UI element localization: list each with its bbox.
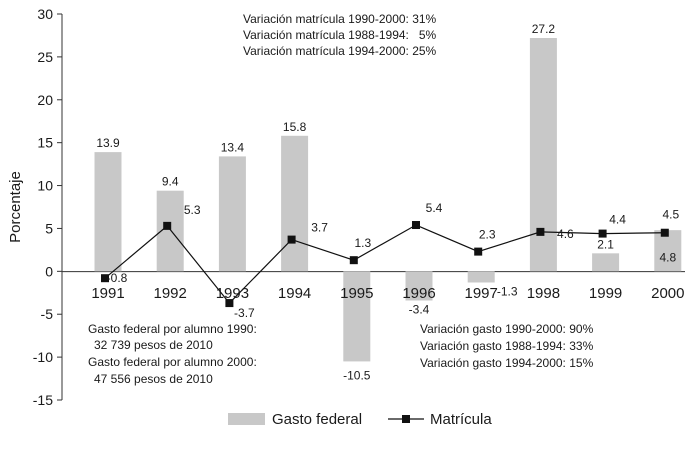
bar-1996: [405, 271, 433, 301]
bar-value-label-2000: 4.8: [659, 250, 676, 264]
legend-label-matricula: Matrícula: [430, 411, 492, 428]
bar-value-label-1992: 9.4: [162, 175, 179, 189]
line-value-label-1998: 4.6: [557, 227, 574, 241]
x-tick-label-1999: 1999: [589, 285, 622, 302]
bar-value-label-1993: 13.4: [221, 140, 245, 154]
matricula-point-1996: [412, 221, 420, 230]
bar-2000: [654, 230, 682, 272]
annotation-spending-2000-value: 47 556 pesos de 2010: [94, 372, 213, 386]
line-value-label-1992: 5.3: [184, 203, 201, 217]
bar-1994: [281, 135, 309, 272]
line-value-label-1994: 3.7: [311, 221, 328, 235]
annotation-spending-1990-value: 32 739 pesos de 2010: [94, 338, 213, 352]
bar-1993: [218, 156, 246, 272]
y-axis-ticks: 30 25 20 15 10 5 0 -5 -10 -15: [33, 6, 62, 408]
annotation-enrollment-1990-2000: Variación matrícula 1990-2000: 31%: [243, 12, 437, 26]
bar-value-label-1995: -10.5: [343, 368, 371, 382]
matricula-line: [104, 224, 665, 304]
legend-label-gasto-federal: Gasto federal: [272, 411, 362, 428]
bar-1991: [94, 152, 122, 272]
y-tick-label: 10: [37, 178, 53, 194]
matricula-point-1993: [225, 299, 234, 308]
matricula-point-1999: [598, 229, 607, 238]
line-value-label-1991: -0.8: [107, 271, 128, 285]
annotation-enrollment-1994-2000: Variación matrícula 1994-2000: 25%: [243, 44, 437, 58]
x-tick-label-1994: 1994: [278, 285, 311, 302]
legend-marker-swatch: [402, 415, 410, 423]
bar-value-label-1997: -1.3: [497, 284, 518, 298]
matricula-point-1997: [474, 247, 483, 256]
x-tick-label-1998: 1998: [527, 285, 560, 302]
matricula-point-1992: [163, 221, 172, 230]
y-tick-label: 5: [45, 220, 53, 236]
annotation-spending-var-1988-1994: Variación gasto 1988-1994: 33%: [420, 339, 594, 353]
bar-1997: [467, 271, 495, 283]
matricula-point-2000: [660, 228, 669, 237]
matricula-point-1991: [101, 274, 109, 283]
x-tick-label-1995: 1995: [340, 285, 373, 302]
y-tick-label: -10: [33, 349, 53, 365]
bar-value-label-1999: 2.1: [597, 237, 614, 251]
spending-variation-annotation: Variación gasto 1990-2000: 90% Variación…: [420, 322, 594, 370]
bar-1999: [592, 253, 620, 272]
matricula-point-1995: [349, 256, 358, 265]
annotation-spending-2000-label: Gasto federal por alumno 2000:: [88, 355, 257, 369]
x-tick-label-1996: 1996: [402, 285, 435, 302]
matricula-point-1994: [287, 235, 296, 244]
x-tick-label-2000: 2000: [651, 285, 684, 302]
bar-value-label-1996: -3.4: [409, 302, 430, 316]
annotation-spending-var-1990-2000: Variación gasto 1990-2000: 90%: [420, 322, 594, 336]
bar-1998: [529, 38, 557, 272]
line-value-label-1997: 2.3: [479, 228, 496, 242]
legend-bar-swatch: [228, 413, 265, 425]
line-value-label-1993: -3.7: [234, 306, 255, 320]
line-series: -0.8 5.3 -3.7 3.7 1.3 5.4 2.3 4.6 4.4 4.5: [101, 201, 679, 320]
x-tick-label-1993: 1993: [216, 285, 249, 302]
x-tick-label-1997: 1997: [465, 285, 498, 302]
annotation-spending-var-1994-2000: Variación gasto 1994-2000: 15%: [420, 356, 594, 370]
annotation-enrollment-1988-1994: Variación matrícula 1988-1994: 5%: [243, 28, 437, 42]
y-tick-label: 20: [37, 92, 53, 108]
line-value-label-1995: 1.3: [354, 236, 371, 250]
y-axis-title: Porcentaje: [7, 171, 24, 243]
y-tick-label: 15: [37, 135, 53, 151]
line-value-label-2000: 4.5: [662, 208, 679, 222]
bar-1995: [343, 271, 371, 362]
x-tick-label-1991: 1991: [91, 285, 124, 302]
line-value-label-1996: 5.4: [426, 201, 443, 215]
legend: Gasto federal Matrícula: [228, 411, 492, 428]
enrollment-variation-annotation: Variación matrícula 1990-2000: 31% Varia…: [243, 12, 437, 58]
annotation-spending-1990-label: Gasto federal por alumno 1990:: [88, 322, 257, 336]
line-value-label-1999: 4.4: [609, 213, 626, 227]
bar-series: 13.9 9.4 13.4 15.8 -10.5 -3.4 -1.3 27.2 2.1 4.8: [94, 22, 682, 382]
bar-value-label-1991: 13.9: [96, 136, 120, 150]
y-tick-label: 30: [37, 6, 53, 22]
y-tick-label: -5: [41, 306, 54, 322]
y-tick-label: 25: [37, 49, 53, 65]
y-tick-label: 0: [45, 263, 53, 279]
x-axis-category-labels: 1991 1992 1993 1994 1995 1996 1997 1998 1999 2000: [91, 285, 684, 302]
bar-value-label-1994: 15.8: [283, 120, 307, 134]
bar-value-label-1998: 27.2: [532, 22, 556, 36]
matricula-point-1998: [536, 227, 545, 236]
y-tick-label: -15: [33, 392, 53, 408]
spending-per-student-annotation: Gasto federal por alumno 1990: 32 739 pe…: [88, 322, 257, 386]
x-tick-label-1992: 1992: [154, 285, 187, 302]
